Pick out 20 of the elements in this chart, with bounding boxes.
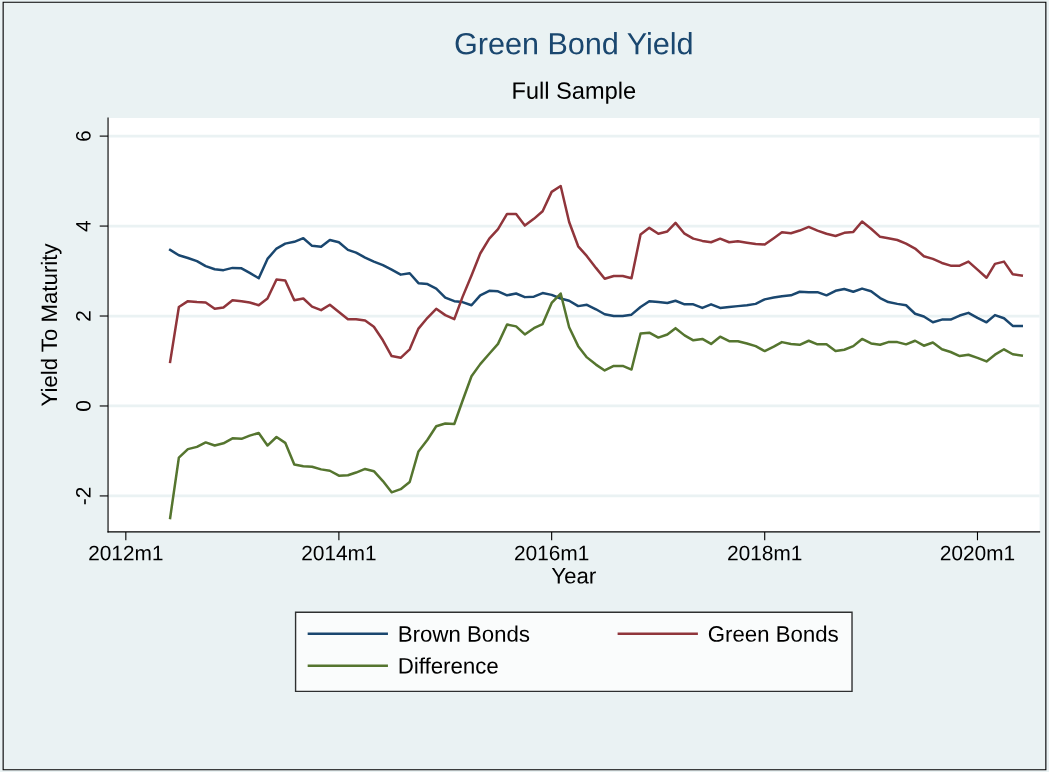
y-axis-title: Yield To Maturity <box>40 243 62 407</box>
legend-label: Green Bonds <box>708 625 838 642</box>
x-tick-label: 2020m1 <box>940 545 1015 561</box>
line-series <box>168 236 1024 328</box>
x-tick-label: 2016m1 <box>515 545 589 561</box>
legend-label: Brown Bonds <box>399 625 530 642</box>
y-tick-label: -2 <box>75 487 91 505</box>
y-tick-label: 0 <box>75 400 91 411</box>
line-series <box>168 184 1024 364</box>
y-tick-label: 4 <box>76 220 91 232</box>
chart-subtitle: Full Sample <box>513 81 636 104</box>
y-tick-label: 2 <box>75 311 91 321</box>
x-tick-label: 2018m1 <box>728 545 802 561</box>
x-tick-label: 2012m1 <box>89 545 163 561</box>
x-axis-title: Year <box>551 568 596 584</box>
y-tick-label: 6 <box>75 131 91 141</box>
legend-label: Difference <box>399 657 498 674</box>
x-tick-label: 2014m1 <box>302 545 376 561</box>
line-series <box>168 292 1024 520</box>
chart-title: Green Bond Yield <box>455 32 692 55</box>
